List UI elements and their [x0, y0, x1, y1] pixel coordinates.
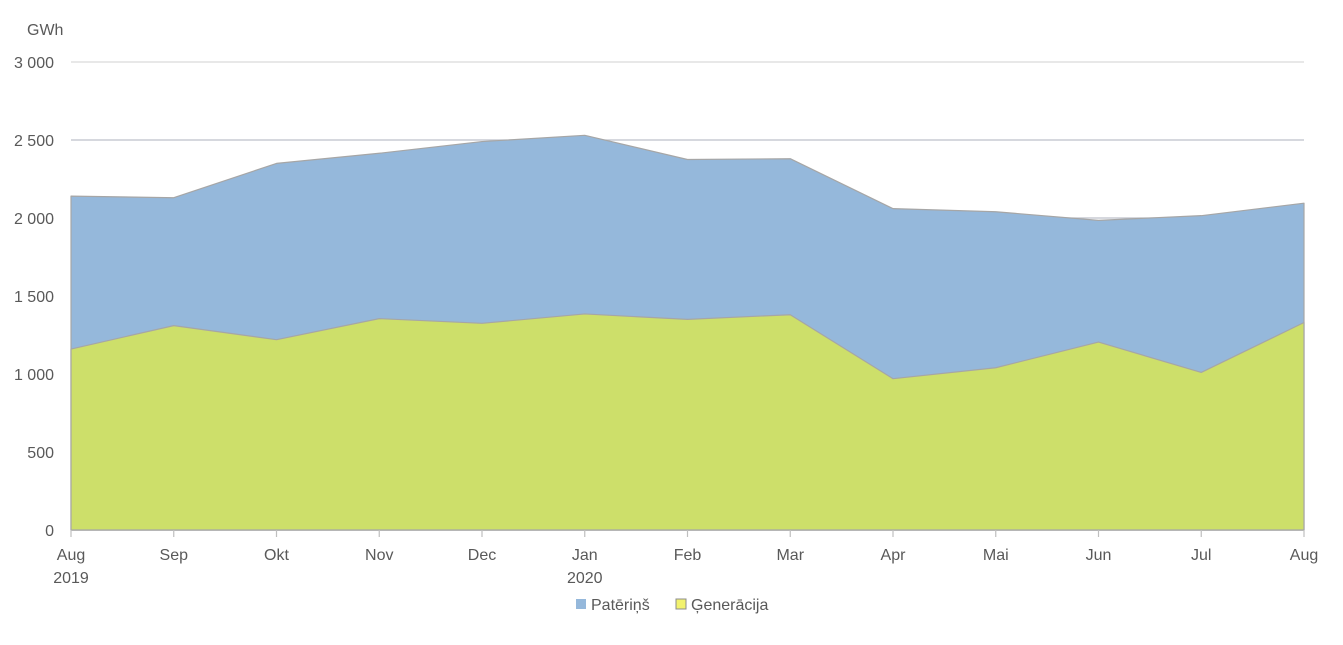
x-tick-label: Feb	[674, 547, 702, 564]
x-tick-label: Dec	[468, 547, 496, 564]
x-year-label: 2020	[567, 570, 603, 587]
legend-swatch-series-1	[576, 599, 586, 609]
axes: 0 500 1 000 1 500 2 000 2 500 3 000 Aug 2019 Sep O…	[14, 55, 1318, 587]
x-tick-label: Apr	[881, 547, 907, 564]
legend-label-series-1: Patēriņš	[591, 597, 650, 614]
legend-swatch-series-2	[675, 598, 687, 610]
x-tick-label: Jan	[572, 547, 598, 564]
data-areas	[70, 134, 1305, 531]
y-tick-label: 500	[27, 445, 54, 462]
legend: Patēriņš Ģenerācija	[576, 597, 768, 614]
x-tick-label: Jun	[1086, 547, 1112, 564]
x-tick-label: Mai	[983, 547, 1009, 564]
y-tick-label: 2 000	[14, 211, 54, 228]
area-series-2	[70, 313, 1305, 531]
x-tick-label: Jul	[1191, 547, 1211, 564]
x-tick-label: Aug	[1290, 547, 1318, 564]
y-tick-label: 1 000	[14, 367, 54, 384]
x-tick-label: Mar	[776, 547, 804, 564]
y-tick-label: 0	[45, 523, 54, 540]
x-tick-label: Nov	[365, 547, 393, 564]
y-tick-label: 1 500	[14, 289, 54, 306]
y-tick-label: 3 000	[14, 55, 54, 72]
x-tick-label: Aug	[57, 547, 85, 564]
x-year-label: 2019	[53, 570, 89, 587]
x-tick-label: Sep	[160, 547, 189, 564]
y-axis-unit-label: GWh	[27, 22, 63, 39]
y-tick-label: 2 500	[14, 133, 54, 150]
x-tick-label: Okt	[264, 547, 289, 564]
legend-label-series-2: Ģenerācija	[691, 597, 768, 614]
